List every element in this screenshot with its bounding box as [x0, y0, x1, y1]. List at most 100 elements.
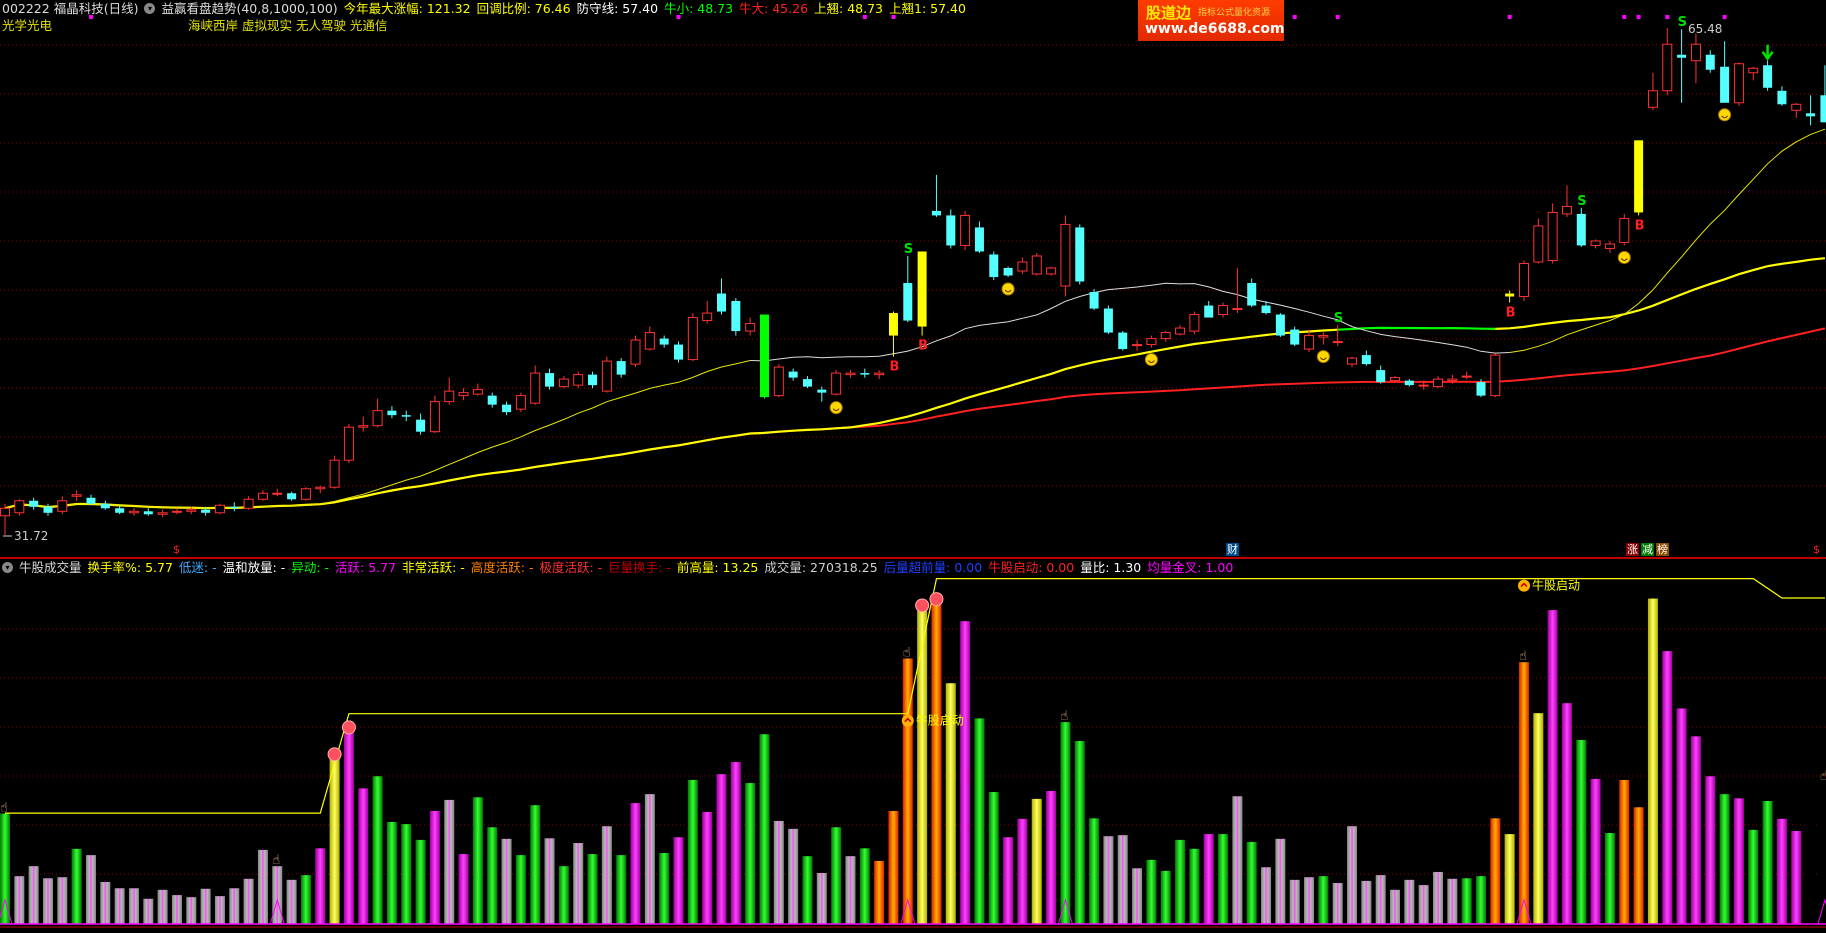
smiley-mouth: [1004, 289, 1012, 293]
candle-body: [100, 503, 110, 509]
volume-bar: [945, 683, 956, 924]
hand-pointer-icon: ☝: [272, 853, 280, 868]
sell-signal: S: [1577, 194, 1586, 209]
stock-title[interactable]: 002222 福晶科技(日线): [2, 1, 139, 16]
candle-body: [702, 312, 713, 322]
candle: [1820, 65, 1826, 123]
volume-triangle: [1057, 898, 1073, 925]
candle-body: [1376, 370, 1386, 383]
candle: [1662, 28, 1673, 96]
candle: [1118, 331, 1128, 351]
candle: [300, 487, 311, 501]
volume-bar: [229, 888, 240, 924]
indicator-menu-icon[interactable]: ▾: [144, 3, 156, 14]
grid-lines: [0, 15, 1826, 875]
candle-body: [745, 323, 756, 332]
smiley-face: [1316, 350, 1330, 364]
candle-body: [1533, 225, 1544, 263]
volume-bar: [386, 822, 397, 924]
candle-body: [802, 379, 812, 387]
candle: [659, 335, 669, 348]
volume-field: 活跃: 5.77: [335, 560, 397, 575]
volume-bar: [530, 805, 541, 924]
hand-pointer-icon: ☝: [1519, 649, 1527, 664]
volume-bar: [1619, 779, 1630, 924]
candle-body: [329, 459, 340, 488]
bang-badge[interactable]: 榜: [1656, 543, 1669, 556]
candle-body: [1733, 63, 1744, 104]
candle: [702, 301, 713, 324]
volume-bar: [501, 838, 512, 924]
candle-body: [1304, 335, 1315, 350]
volume-bar: [773, 820, 784, 924]
candle: [1547, 203, 1558, 264]
candle: [960, 210, 971, 250]
candle: [43, 503, 53, 516]
candle: [1777, 86, 1787, 106]
candle-body: [974, 227, 984, 252]
candle: [472, 383, 483, 396]
candle-body: [1590, 240, 1601, 246]
candle-body: [1720, 66, 1730, 103]
top-mark: [1665, 15, 1670, 19]
jian-badge[interactable]: 减: [1641, 543, 1654, 556]
buy-signal: B: [918, 339, 928, 354]
candle: [1218, 302, 1229, 318]
candle: [1791, 102, 1802, 118]
candle: [71, 490, 82, 501]
volume-bar: [1590, 778, 1601, 924]
candle-body: [444, 390, 455, 403]
candle-body: [243, 498, 254, 509]
volume-title[interactable]: 牛股成交量: [19, 560, 82, 575]
volume-bar: [931, 600, 942, 924]
candle: [674, 341, 684, 363]
candle: [1590, 239, 1601, 249]
volume-bar: [1490, 818, 1501, 924]
candle: [1604, 240, 1615, 253]
candle-body: [1089, 292, 1099, 309]
zhang-badge[interactable]: 涨: [1626, 543, 1639, 556]
volume-bar: [358, 788, 369, 924]
volume-bar: [687, 779, 698, 924]
indicator-name[interactable]: 益赢看盘趋势(40,8,1000,100): [161, 1, 338, 16]
candle: [1533, 218, 1544, 264]
candle: [0, 503, 10, 535]
volume-bar: [401, 824, 412, 924]
candle-body: [601, 360, 612, 392]
volume-field: 极度活跃: -: [539, 560, 603, 575]
volume-header: ▾ 牛股成交量 换手率%: 5.77 低迷: - 温和放量: - 异动: - 活跃: 5…: [2, 560, 1233, 575]
balloon-icon: [327, 747, 342, 762]
candle: [1561, 185, 1572, 217]
volume-bar: [1705, 776, 1716, 924]
candle: [1275, 313, 1285, 338]
candle: [788, 368, 798, 381]
candle: [717, 278, 726, 315]
volume-bar: [888, 810, 899, 924]
candle-body: [429, 401, 440, 433]
volume-bar: [1132, 868, 1143, 924]
candle: [272, 488, 283, 497]
volume-indicator-menu-icon[interactable]: ▾: [2, 562, 13, 573]
signals: B B B B S S S S: [829, 15, 1774, 415]
start-up-icon: [901, 714, 914, 727]
header-field: 上翘1: 57.40: [889, 1, 966, 16]
candle: [343, 424, 354, 464]
volume-bar: [1031, 798, 1042, 924]
candle: [1003, 266, 1013, 277]
candle: [29, 497, 39, 510]
volume-bar: [272, 866, 283, 924]
candle-body: [616, 361, 626, 375]
candle: [1433, 376, 1443, 389]
candle: [186, 506, 197, 515]
dollar-mark-left: $: [173, 543, 180, 556]
volume-field: 换手率%: 5.77: [87, 560, 173, 575]
candle-body: [1204, 305, 1214, 318]
finance-badge[interactable]: 财: [1226, 543, 1239, 556]
volume-bar: [1461, 878, 1472, 924]
volume-bar: [515, 855, 526, 924]
volume-bar: [1604, 833, 1615, 924]
balloon-icon: [915, 598, 930, 613]
candle-body: [1634, 140, 1644, 213]
volume-field: 非常活跃: -: [402, 560, 465, 575]
